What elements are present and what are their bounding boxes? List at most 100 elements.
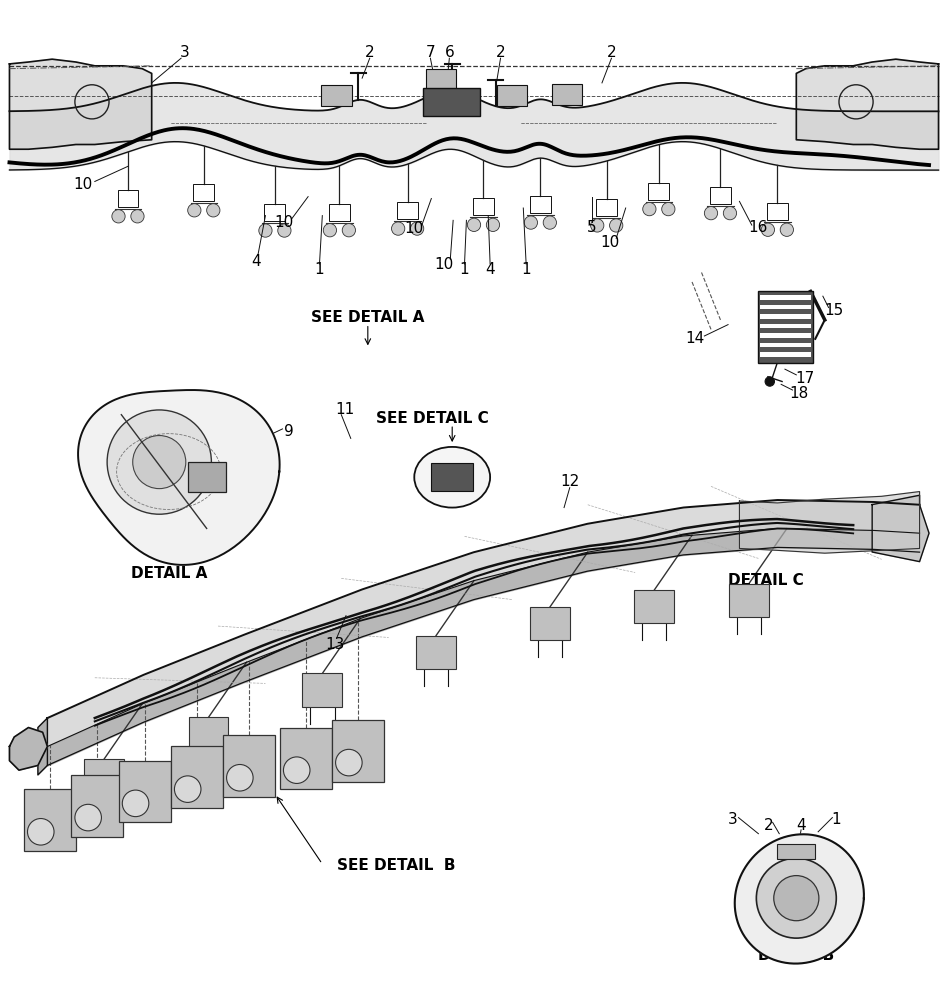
Polygon shape <box>38 718 47 775</box>
Circle shape <box>780 223 793 236</box>
Text: 3: 3 <box>728 812 738 827</box>
Circle shape <box>723 207 737 220</box>
Text: 4: 4 <box>796 818 806 833</box>
Circle shape <box>133 436 186 489</box>
Text: 3: 3 <box>180 45 190 60</box>
Bar <box>171 746 223 808</box>
Circle shape <box>342 224 356 237</box>
Text: 5: 5 <box>587 220 596 235</box>
Bar <box>332 720 384 782</box>
Text: DETAIL A: DETAIL A <box>131 566 207 581</box>
Text: 6: 6 <box>445 45 454 60</box>
Bar <box>118 761 171 822</box>
Circle shape <box>131 210 144 223</box>
Text: 9: 9 <box>284 424 294 439</box>
Bar <box>760 324 811 328</box>
Bar <box>760 305 811 309</box>
Text: 2: 2 <box>764 818 774 833</box>
Text: 17: 17 <box>795 371 814 386</box>
Text: DETAIL B: DETAIL B <box>758 948 834 963</box>
Bar <box>530 196 551 213</box>
Text: 10: 10 <box>434 257 453 272</box>
Bar <box>596 199 617 216</box>
Circle shape <box>27 819 54 845</box>
Circle shape <box>174 776 201 802</box>
Bar <box>188 462 226 492</box>
Circle shape <box>765 377 775 386</box>
Bar <box>397 202 418 219</box>
Circle shape <box>392 222 405 235</box>
Bar <box>760 352 811 357</box>
Text: 10: 10 <box>405 221 424 236</box>
Polygon shape <box>9 728 47 770</box>
Bar <box>321 85 352 106</box>
Bar <box>497 85 527 106</box>
Bar <box>473 198 494 215</box>
Text: 14: 14 <box>685 331 704 346</box>
Circle shape <box>774 876 819 921</box>
Circle shape <box>107 410 211 514</box>
Text: DETAIL C: DETAIL C <box>728 573 804 588</box>
Bar <box>24 789 76 851</box>
Bar <box>280 728 332 789</box>
Bar <box>758 291 813 363</box>
Bar <box>760 333 811 338</box>
Bar <box>530 607 570 640</box>
Bar <box>760 343 811 347</box>
Polygon shape <box>735 834 864 964</box>
Text: 10: 10 <box>274 215 293 230</box>
Bar <box>760 295 811 300</box>
Circle shape <box>662 202 675 216</box>
Bar <box>264 204 285 221</box>
Circle shape <box>207 204 220 217</box>
Bar <box>329 204 350 221</box>
Bar <box>431 463 473 491</box>
Circle shape <box>259 224 272 237</box>
Circle shape <box>591 219 604 232</box>
Text: 10: 10 <box>74 177 93 192</box>
Text: 1: 1 <box>315 262 324 277</box>
Text: 10: 10 <box>744 865 763 880</box>
Bar <box>423 88 480 116</box>
Polygon shape <box>9 59 152 149</box>
Circle shape <box>486 218 500 231</box>
Circle shape <box>323 224 337 237</box>
Bar <box>71 775 123 837</box>
Text: 1: 1 <box>521 262 531 277</box>
Circle shape <box>410 222 424 235</box>
Text: 13: 13 <box>325 637 344 652</box>
Bar <box>777 844 815 859</box>
Bar <box>118 190 138 207</box>
Bar <box>223 735 275 797</box>
Text: 18: 18 <box>790 386 809 401</box>
Text: 4: 4 <box>485 262 495 277</box>
Circle shape <box>188 204 201 217</box>
Circle shape <box>467 218 481 231</box>
Bar <box>193 184 214 201</box>
Bar <box>426 69 456 90</box>
Circle shape <box>112 210 125 223</box>
Bar <box>634 590 674 623</box>
Text: SEE DETAIL C: SEE DETAIL C <box>376 411 488 426</box>
Text: 7: 7 <box>426 45 435 60</box>
Circle shape <box>283 757 310 783</box>
Text: SEE DETAIL A: SEE DETAIL A <box>311 310 425 325</box>
Text: 1: 1 <box>460 262 469 277</box>
Text: 10: 10 <box>600 235 619 250</box>
Circle shape <box>543 216 556 229</box>
Circle shape <box>643 202 656 216</box>
Text: 11: 11 <box>336 402 355 417</box>
Bar <box>416 636 456 669</box>
Circle shape <box>704 207 718 220</box>
Bar <box>729 584 769 617</box>
Polygon shape <box>739 492 920 553</box>
Text: 12: 12 <box>560 474 579 489</box>
Text: 1: 1 <box>831 812 841 827</box>
Text: SEE DETAIL  B: SEE DETAIL B <box>337 858 455 873</box>
Text: 4: 4 <box>251 254 261 269</box>
Bar <box>648 183 669 200</box>
Polygon shape <box>872 495 929 562</box>
Text: 2: 2 <box>607 45 616 60</box>
Circle shape <box>278 224 291 237</box>
Circle shape <box>524 216 538 229</box>
